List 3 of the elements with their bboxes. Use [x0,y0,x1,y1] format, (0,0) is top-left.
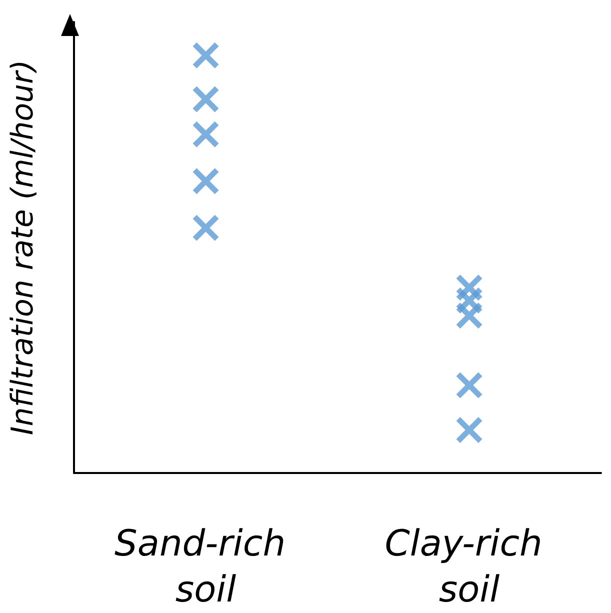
y-axis-title: Infiltration rate (ml/hour) [6,60,40,436]
x-tick-label: Clay-rich soil [384,524,554,610]
x-tick-label: Sand-rich soil [114,524,297,610]
